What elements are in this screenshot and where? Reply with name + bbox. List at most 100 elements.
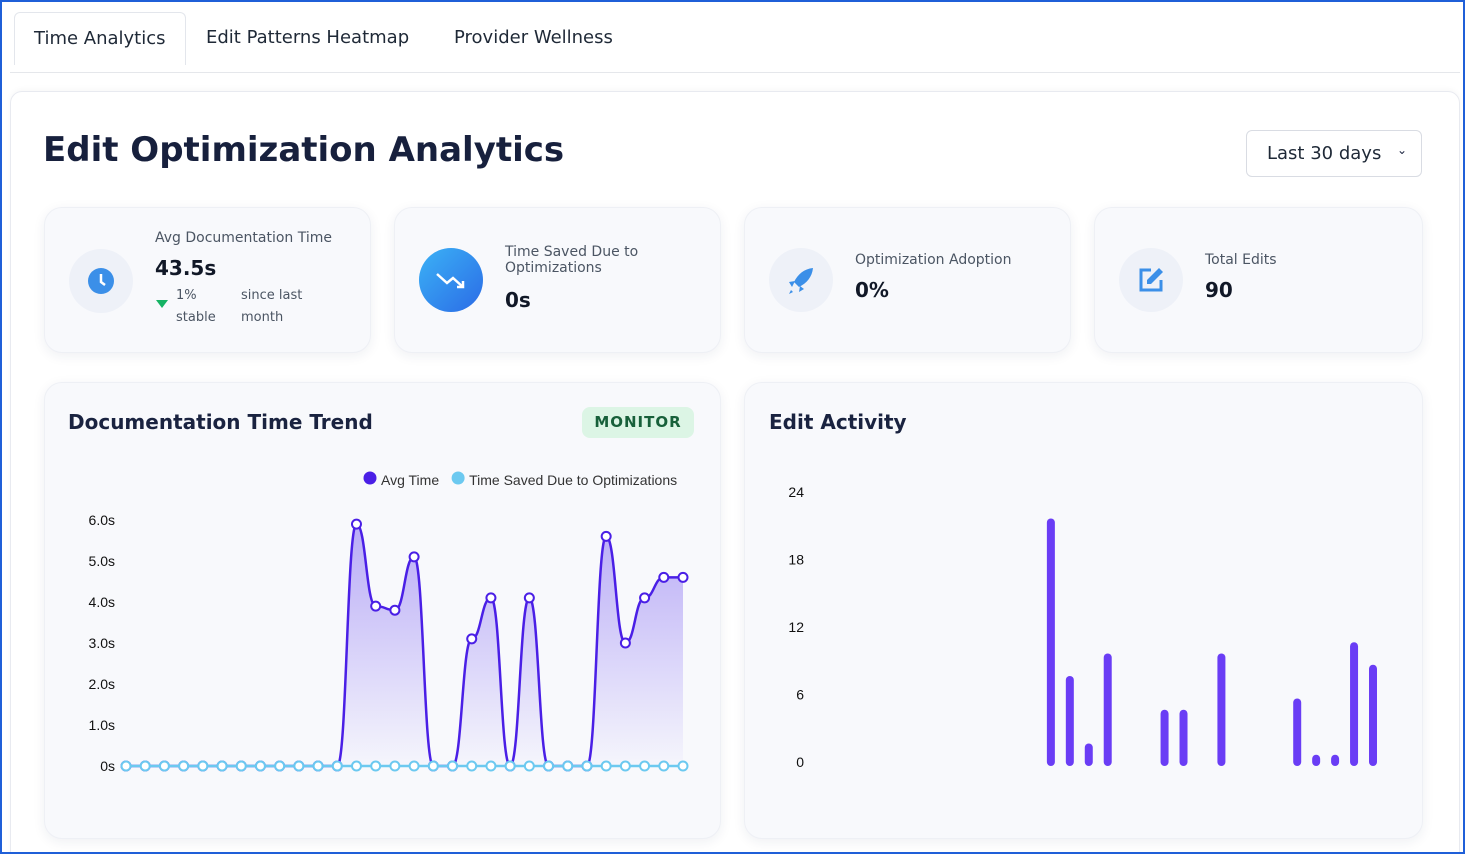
range-label: Last 30 days	[1267, 143, 1382, 164]
point	[677, 571, 689, 583]
stat-value: 0%	[855, 278, 889, 302]
chart-title: Documentation Time Trend	[68, 410, 373, 434]
point	[408, 760, 420, 772]
legend-dot	[363, 471, 377, 485]
stat-label: Total Edits	[1205, 252, 1277, 268]
chart-card	[744, 382, 1423, 839]
y-tick-label: 5.0s	[89, 553, 115, 569]
y-tick-label: 1.0s	[89, 717, 115, 733]
stat-value: 43.5s	[155, 256, 217, 280]
bar	[1331, 754, 1340, 766]
stat-value: 0s	[505, 288, 531, 312]
y-tick-label: 0	[796, 754, 804, 770]
point	[235, 760, 247, 772]
y-tick-label: 6	[796, 687, 804, 703]
point	[312, 760, 324, 772]
y-tick-label: 6.0s	[89, 512, 115, 528]
point	[562, 760, 574, 772]
point	[331, 760, 343, 772]
point	[581, 760, 593, 772]
stat-card: Optimization Adoption 0%	[744, 207, 1071, 353]
point	[619, 637, 631, 649]
tab[interactable]: Provider Wellness	[454, 27, 613, 48]
point	[370, 600, 382, 612]
point	[350, 760, 362, 772]
page-title: Edit Optimization Analytics	[43, 130, 565, 170]
stat-card: Time Saved Due to Optimizations 0s	[394, 207, 721, 353]
point	[677, 760, 689, 772]
y-tick-label: 24	[788, 484, 804, 500]
point	[466, 760, 478, 772]
point	[389, 760, 401, 772]
range-select[interactable]: Last 30 days ⌄	[1246, 130, 1422, 177]
chevron: ⌄	[1397, 143, 1408, 157]
tab-divider	[10, 72, 1460, 73]
point	[543, 760, 555, 772]
bar	[1046, 518, 1055, 766]
area	[126, 524, 683, 766]
point	[274, 760, 286, 772]
point	[427, 760, 439, 772]
point	[485, 760, 497, 772]
y-tick-label: 18	[788, 552, 804, 568]
stat-status: stable	[176, 310, 216, 325]
point	[178, 760, 190, 772]
point	[600, 760, 612, 772]
point	[158, 760, 170, 772]
y-tick-label: 2.0s	[89, 676, 115, 692]
bar	[1103, 653, 1112, 766]
tab[interactable]: Time Analytics	[14, 12, 186, 65]
point	[619, 760, 631, 772]
badge: MONITOR	[582, 407, 694, 438]
bar	[1217, 653, 1226, 766]
y-tick-label: 4.0s	[89, 594, 115, 610]
point	[523, 592, 535, 604]
bar	[1350, 642, 1359, 766]
bar	[1179, 709, 1188, 766]
y-tick-label: 12	[788, 619, 804, 635]
stat-value: 90	[1205, 278, 1233, 302]
bar	[1160, 709, 1169, 766]
point	[639, 760, 651, 772]
point	[389, 604, 401, 616]
point	[447, 760, 459, 772]
point	[658, 760, 670, 772]
legend-label: Time Saved Due to Optimizations	[469, 472, 677, 488]
point	[350, 518, 362, 530]
stat-card: Total Edits 90	[1094, 207, 1423, 353]
y-tick-label: 0s	[100, 758, 115, 774]
point	[197, 760, 209, 772]
point	[600, 530, 612, 542]
point	[293, 760, 305, 772]
bar	[1065, 676, 1074, 766]
bar	[1312, 754, 1321, 766]
tab[interactable]: Edit Patterns Heatmap	[206, 27, 410, 48]
point	[408, 551, 420, 563]
point	[466, 633, 478, 645]
legend-label: Avg Time	[381, 472, 439, 488]
chart-title: Edit Activity	[769, 410, 907, 434]
stat-period: since last month	[241, 288, 303, 325]
icon	[769, 248, 833, 312]
bar	[1369, 664, 1377, 766]
stat-label: Time Saved Due to Optimizations	[505, 244, 639, 276]
icon	[419, 248, 483, 312]
point	[139, 760, 151, 772]
stat-label: Optimization Adoption	[855, 252, 1012, 268]
down-arrow	[156, 300, 168, 308]
icon	[1119, 248, 1183, 312]
stat-change: 1%	[176, 288, 197, 303]
point	[523, 760, 535, 772]
point	[658, 571, 670, 583]
point	[639, 592, 651, 604]
stat-label: Avg Documentation Time	[155, 230, 333, 246]
point	[216, 760, 228, 772]
bar	[1293, 698, 1302, 766]
bar	[1084, 743, 1093, 766]
panel	[10, 91, 1460, 852]
point	[254, 760, 266, 772]
y-tick-label: 3.0s	[89, 635, 115, 651]
point	[370, 760, 382, 772]
